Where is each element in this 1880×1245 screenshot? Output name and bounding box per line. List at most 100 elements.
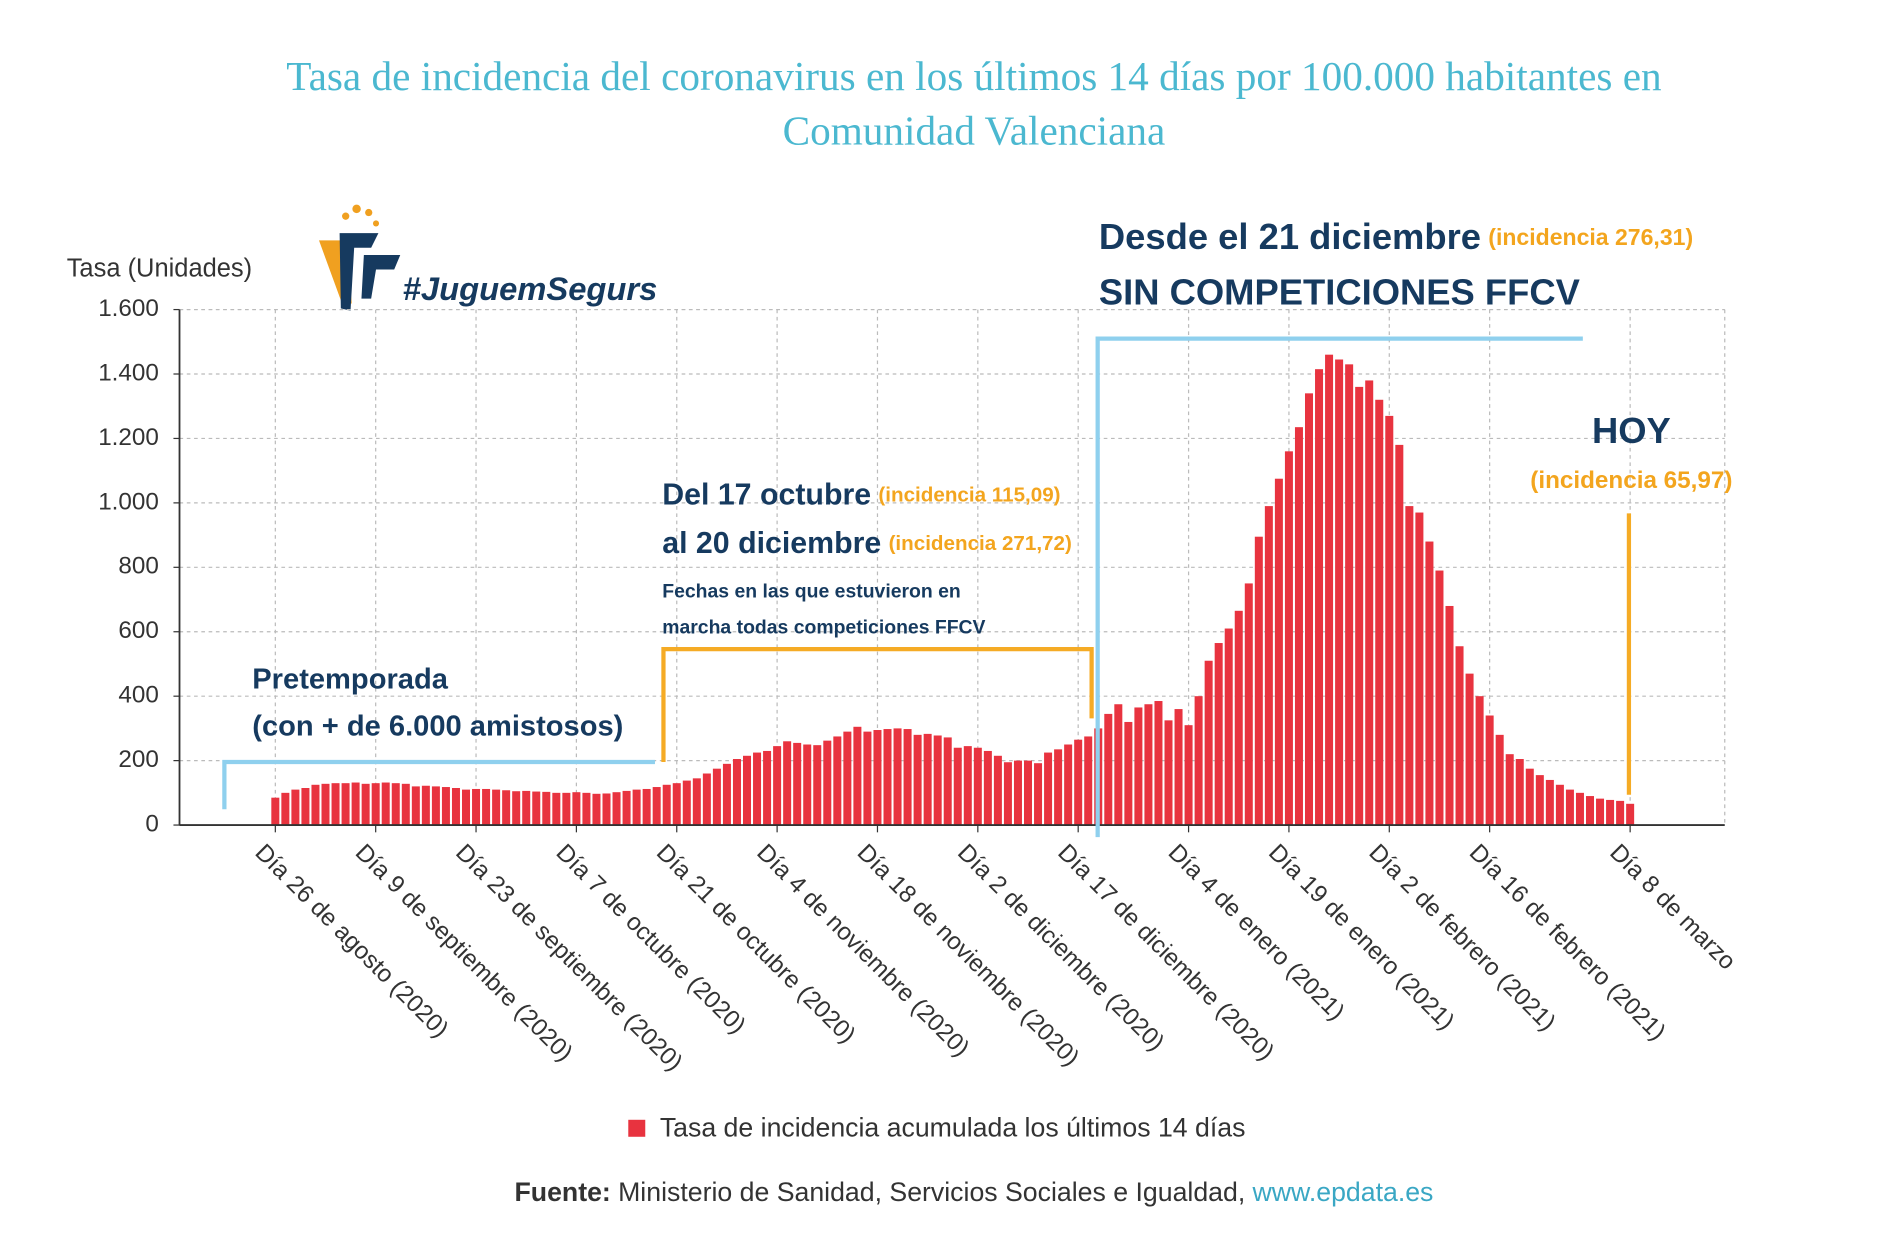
bar <box>883 729 892 826</box>
bar <box>1585 796 1595 826</box>
bar <box>803 744 812 826</box>
bar <box>401 783 410 826</box>
bar <box>572 792 581 826</box>
y-tick-label: 200 <box>118 746 158 773</box>
bar <box>1274 478 1283 826</box>
bar <box>1616 800 1625 826</box>
bar <box>1315 369 1324 826</box>
bar <box>1335 359 1344 826</box>
bar <box>1525 768 1534 826</box>
bar <box>1294 427 1303 826</box>
bar <box>291 789 300 826</box>
y-tick-label: 1.200 <box>98 424 159 451</box>
bar <box>1475 696 1484 826</box>
annotation: (con + de 6.000 amistosos) <box>252 711 623 743</box>
annotation: marcha todas competiciones FFCV <box>662 617 985 639</box>
bar <box>381 782 390 826</box>
bar <box>1465 673 1474 826</box>
bar <box>813 745 822 826</box>
bar <box>1485 715 1494 826</box>
bar <box>963 746 972 826</box>
brackets <box>222 336 1632 838</box>
bar <box>301 788 310 826</box>
bar <box>973 747 982 826</box>
bar <box>281 792 290 826</box>
bar <box>592 793 601 826</box>
bar <box>1244 583 1253 826</box>
bar <box>472 788 481 826</box>
annotation-text: Del 17 octubre <box>662 478 871 511</box>
annotation: SIN COMPETICIONES FFCV <box>1099 272 1581 313</box>
bar <box>1254 536 1263 826</box>
legend-label: Tasa de incidencia acumulada los últimos… <box>660 1113 1246 1143</box>
bar <box>933 735 942 826</box>
bar <box>1164 720 1173 826</box>
chart-title: Comunidad Valenciana <box>783 107 1166 153</box>
bar <box>1034 763 1043 826</box>
bar <box>492 789 501 826</box>
bar <box>1385 415 1394 826</box>
bar <box>512 791 521 826</box>
bar <box>1204 660 1213 826</box>
bar <box>632 789 641 826</box>
x-tick-label: Día 21 de octubre (2020) <box>651 839 861 1049</box>
y-tick-label: 0 <box>145 810 159 837</box>
bar <box>863 731 872 826</box>
bar <box>421 785 430 826</box>
annotation: HOY <box>1592 410 1671 451</box>
annotation-text: Desde el 21 diciembre <box>1099 216 1481 257</box>
bar <box>1355 386 1364 826</box>
x-tick-label: Día 2 de febrero (2021) <box>1364 839 1561 1036</box>
bar <box>1264 506 1273 826</box>
bar <box>562 792 571 826</box>
bar <box>893 728 902 826</box>
annotation: Pretemporada <box>252 663 448 695</box>
bar <box>1606 799 1615 826</box>
x-tick-label: Día 2 de diciembre (2020) <box>952 839 1169 1056</box>
bar <box>482 788 491 826</box>
bar <box>532 791 541 826</box>
x-tick-label: Día 7 de octubre (2020) <box>551 839 751 1039</box>
bar <box>743 755 752 826</box>
bar <box>1495 734 1504 826</box>
source: Fuente: Ministerio de Sanidad, Servicios … <box>515 1177 1434 1207</box>
bar <box>943 737 952 826</box>
bar <box>1224 628 1233 826</box>
bar <box>1144 704 1153 826</box>
bar <box>502 790 511 826</box>
bar <box>1445 605 1454 826</box>
bar <box>602 793 611 826</box>
bar <box>1565 789 1574 826</box>
bar <box>1535 775 1544 826</box>
bar <box>753 752 762 826</box>
bar <box>873 730 882 826</box>
bar <box>1435 570 1444 826</box>
y-tick-label: 1.400 <box>98 359 159 386</box>
bar <box>1545 779 1554 826</box>
bar <box>1555 784 1564 826</box>
bar <box>1214 643 1223 826</box>
bar <box>612 792 621 826</box>
bar <box>411 786 420 826</box>
annotation: al 20 diciembre (incidencia 271,72) <box>662 527 1072 560</box>
source-link: www.epdata.es <box>1252 1177 1434 1207</box>
y-axis-label: Tasa (Unidades) <box>67 254 252 282</box>
bar <box>953 747 962 826</box>
logo-text: #JuguemSegurs <box>403 270 658 307</box>
y-tick-label: 400 <box>118 682 158 709</box>
y-tick-label: 800 <box>118 553 158 580</box>
y-tick-label: 600 <box>118 617 158 644</box>
bar <box>1174 709 1183 826</box>
annotation-note: (incidencia 276,31) <box>1488 224 1693 250</box>
bar <box>1194 696 1203 826</box>
bar <box>1405 506 1414 826</box>
bar <box>371 783 380 826</box>
bar <box>1134 707 1143 826</box>
x-tick-label: Día 19 de enero (2021) <box>1263 839 1459 1035</box>
bar <box>321 783 330 826</box>
bar <box>441 787 450 826</box>
bar <box>763 750 772 826</box>
bar <box>1024 760 1033 826</box>
bar <box>722 763 731 826</box>
